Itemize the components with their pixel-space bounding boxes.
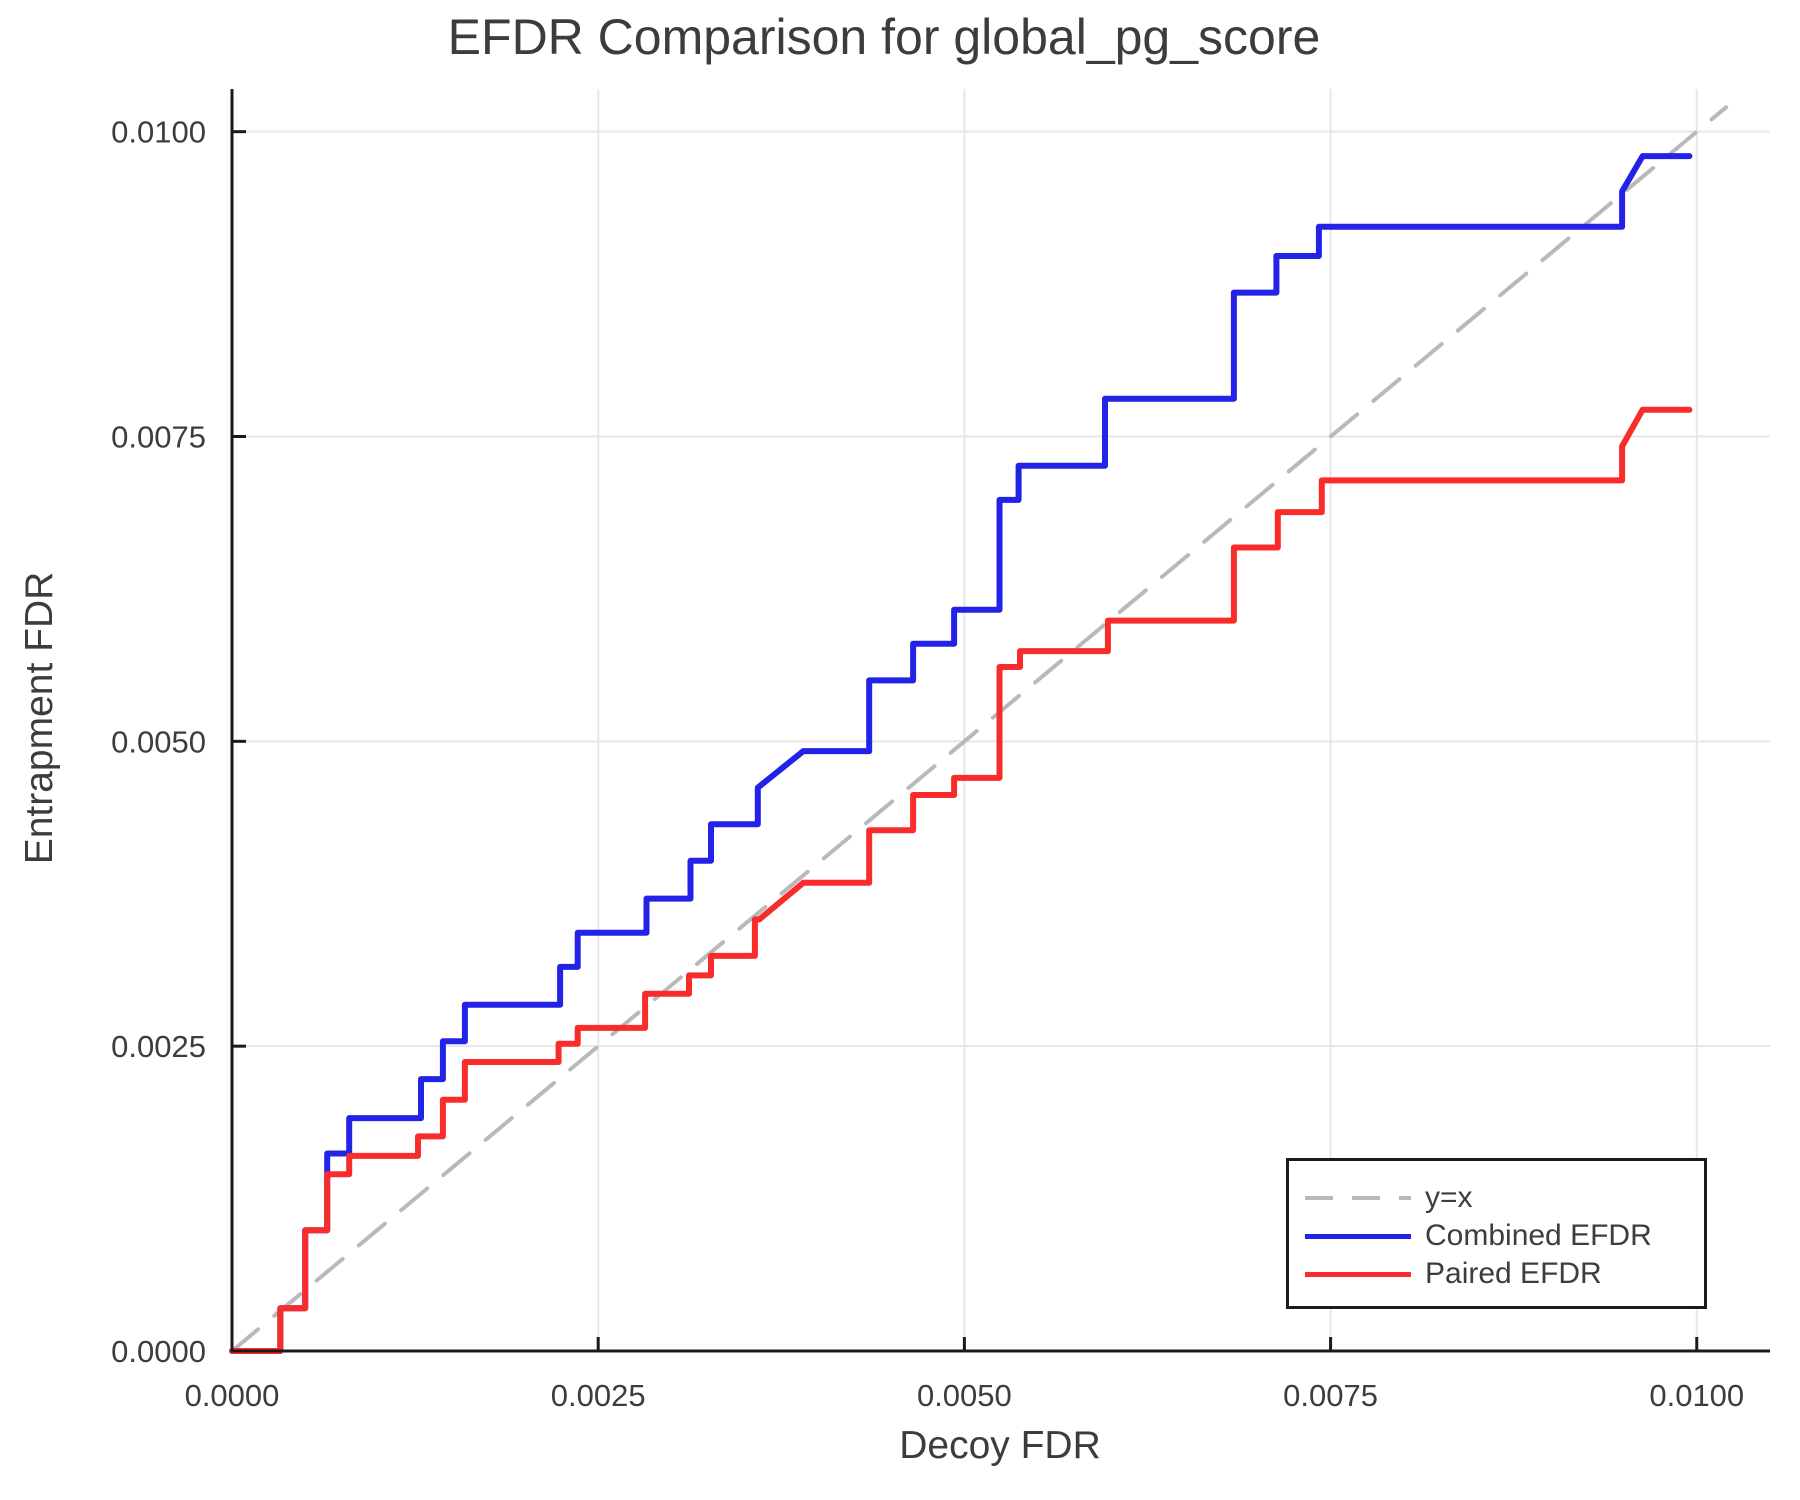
chart-title: EFDR Comparison for global_pg_score xyxy=(447,9,1321,65)
x-tick-label: 0.0100 xyxy=(1649,1378,1744,1413)
legend-row-combined: Combined EFDR xyxy=(1289,1217,1704,1255)
legend-row-paired: Paired EFDR xyxy=(1289,1255,1704,1293)
x-tick-label: 0.0075 xyxy=(1283,1378,1378,1413)
legend-label-reference: y=x xyxy=(1425,1181,1473,1214)
combined-efdr-line xyxy=(229,153,1693,1354)
y-x-line xyxy=(230,105,1729,1353)
legend-row-reference: y=x xyxy=(1289,1179,1704,1217)
y-tick-label: 0.0000 xyxy=(111,1334,206,1369)
paired-line-swatch xyxy=(1305,1271,1411,1277)
y-tick-label: 0.0100 xyxy=(111,115,206,150)
y-tick-label: 0.0050 xyxy=(111,724,206,759)
x-tick-label: 0.0050 xyxy=(917,1378,1012,1413)
x-tick-label: 0.0025 xyxy=(551,1378,646,1413)
paired-efdr-line xyxy=(229,406,1693,1354)
dashed-line-swatch xyxy=(1305,1196,1411,1200)
y-tick-label: 0.0025 xyxy=(111,1029,206,1064)
legend-label-combined: Combined EFDR xyxy=(1425,1219,1652,1252)
legend-label-paired: Paired EFDR xyxy=(1425,1257,1602,1290)
x-axis-title: Decoy FDR xyxy=(899,1424,1101,1467)
y-tick-label: 0.0075 xyxy=(111,420,206,455)
combined-line-swatch xyxy=(1305,1233,1411,1239)
legend: y=x Combined EFDR Paired EFDR xyxy=(1286,1158,1707,1309)
x-tick-label: 0.0000 xyxy=(185,1378,280,1413)
y-axis-title: Entrapment FDR xyxy=(18,571,61,865)
